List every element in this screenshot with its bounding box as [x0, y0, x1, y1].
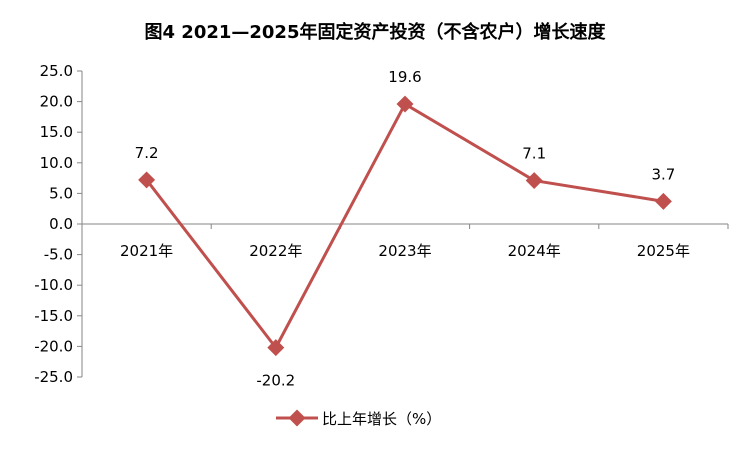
x-tick-label: 2021年: [120, 242, 173, 260]
data-label: 19.6: [388, 68, 421, 86]
y-tick-label: -15.0: [34, 307, 73, 325]
data-label: -20.2: [256, 372, 295, 390]
x-tick-label: 2023年: [378, 242, 431, 260]
data-label: 3.7: [651, 165, 675, 183]
data-point: [267, 339, 285, 357]
data-point: [525, 172, 543, 190]
x-tick-label: 2025年: [637, 242, 690, 260]
data-label: 7.1: [522, 145, 546, 163]
x-tick-labels: 2021年 2022年 2023年 2024年 2025年: [120, 242, 690, 260]
data-point: [396, 95, 414, 113]
chart-title: 图4 2021—2025年固定资产投资（不含农户）增长速度: [145, 21, 607, 43]
y-tick-label: 0.0: [49, 215, 73, 233]
legend-label: 比上年增长（%）: [322, 410, 441, 428]
legend: 比上年增长（%）: [276, 409, 441, 428]
legend-marker: [288, 409, 306, 427]
y-tick-label: -10.0: [34, 276, 73, 294]
y-tick-labels: 25.0 20.0 15.0 10.0 5.0 0.0 -5.0 -10.0 -15.0 -20.…: [34, 62, 73, 386]
y-tick-label: 20.0: [40, 93, 73, 111]
series-line: [145, 102, 664, 350]
y-tick-label: 10.0: [40, 154, 73, 172]
axes: [77, 70, 729, 378]
y-tick-label: 5.0: [49, 184, 73, 202]
data-label: 7.2: [135, 144, 159, 162]
x-tick-label: 2022年: [249, 242, 302, 260]
data-point: [654, 192, 672, 210]
x-tick-label: 2024年: [508, 242, 561, 260]
y-tick-label: 25.0: [40, 62, 73, 80]
series: 7.2 -20.2 19.6 7.1 3.7: [135, 68, 676, 390]
y-tick-label: -25.0: [34, 368, 73, 386]
data-point: [138, 171, 156, 189]
y-tick-label: -20.0: [34, 337, 73, 355]
y-tick-label: -5.0: [44, 246, 73, 264]
y-tick-label: 15.0: [40, 123, 73, 141]
